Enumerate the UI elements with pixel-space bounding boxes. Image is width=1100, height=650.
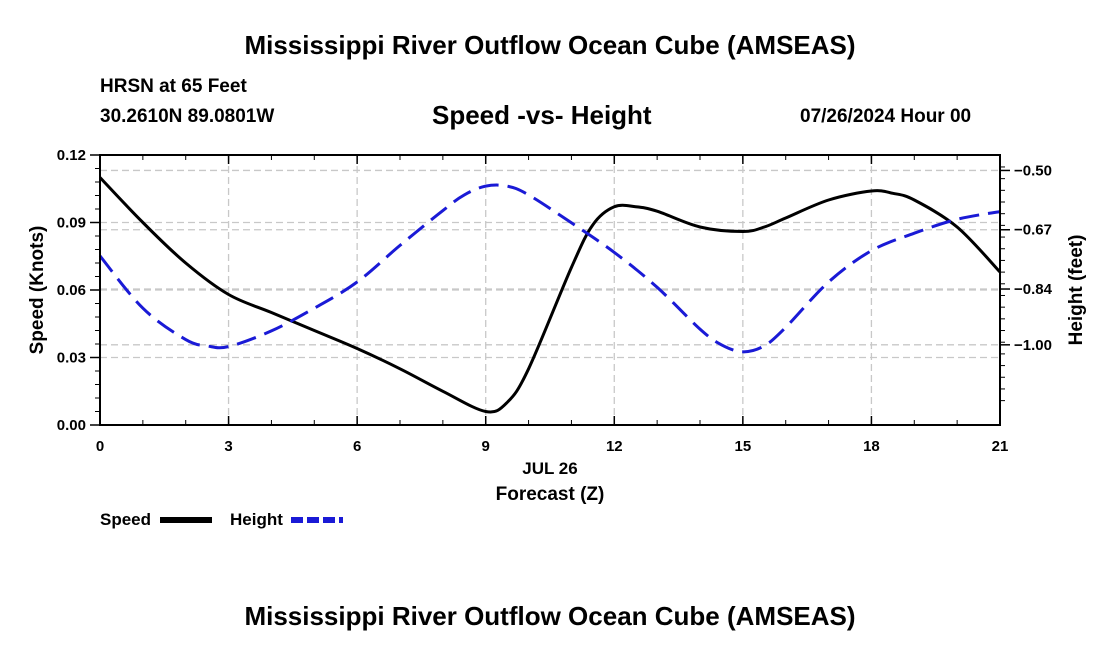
top-title: Mississippi River Outflow Ocean Cube (AM…	[244, 30, 856, 60]
legend-height-swatch	[291, 517, 343, 523]
y2-tick-label: −0.67	[1014, 222, 1052, 239]
x-tick-label: 18	[863, 438, 880, 455]
y-tick-label: 0.00	[57, 417, 86, 434]
station-label: HRSN at 65 Feet	[100, 76, 247, 97]
x-tick-label: 3	[224, 438, 232, 455]
x-tick-label: 12	[606, 438, 623, 455]
legend-speed-label: Speed	[100, 510, 152, 529]
x-axis-label: Forecast (Z)	[496, 484, 605, 505]
y2-tick-label: −0.84	[1014, 281, 1053, 298]
legend-height-label: Height	[230, 510, 283, 529]
x-tick-label: 15	[735, 438, 752, 455]
x-axis-date-label: JUL 26	[522, 459, 577, 478]
legend-speed-swatch	[160, 517, 212, 523]
y-tick-label: 0.03	[57, 350, 86, 367]
y2-axis-label: Height (feet)	[1066, 235, 1087, 346]
x-tick-label: 21	[992, 438, 1009, 455]
chart-title: Speed -vs- Height	[432, 100, 652, 130]
datetime-label: 07/26/2024 Hour 00	[800, 106, 972, 127]
bottom-title: Mississippi River Outflow Ocean Cube (AM…	[244, 601, 856, 631]
y-tick-label: 0.06	[57, 282, 86, 299]
x-tick-label: 9	[482, 438, 490, 455]
y-axis-label: Speed (Knots)	[27, 226, 48, 355]
speed-series-line	[98, 176, 1002, 414]
y-tick-label: 0.09	[57, 215, 86, 232]
y2-tick-label: −1.00	[1014, 337, 1052, 354]
x-tick-label: 0	[96, 438, 104, 455]
x-tick-label: 6	[353, 438, 361, 455]
y2-tick-label: −0.50	[1014, 162, 1052, 179]
height-series-line	[98, 183, 1001, 354]
coordinates-label: 30.2610N 89.0801W	[100, 106, 275, 127]
y-tick-label: 0.12	[57, 147, 86, 164]
